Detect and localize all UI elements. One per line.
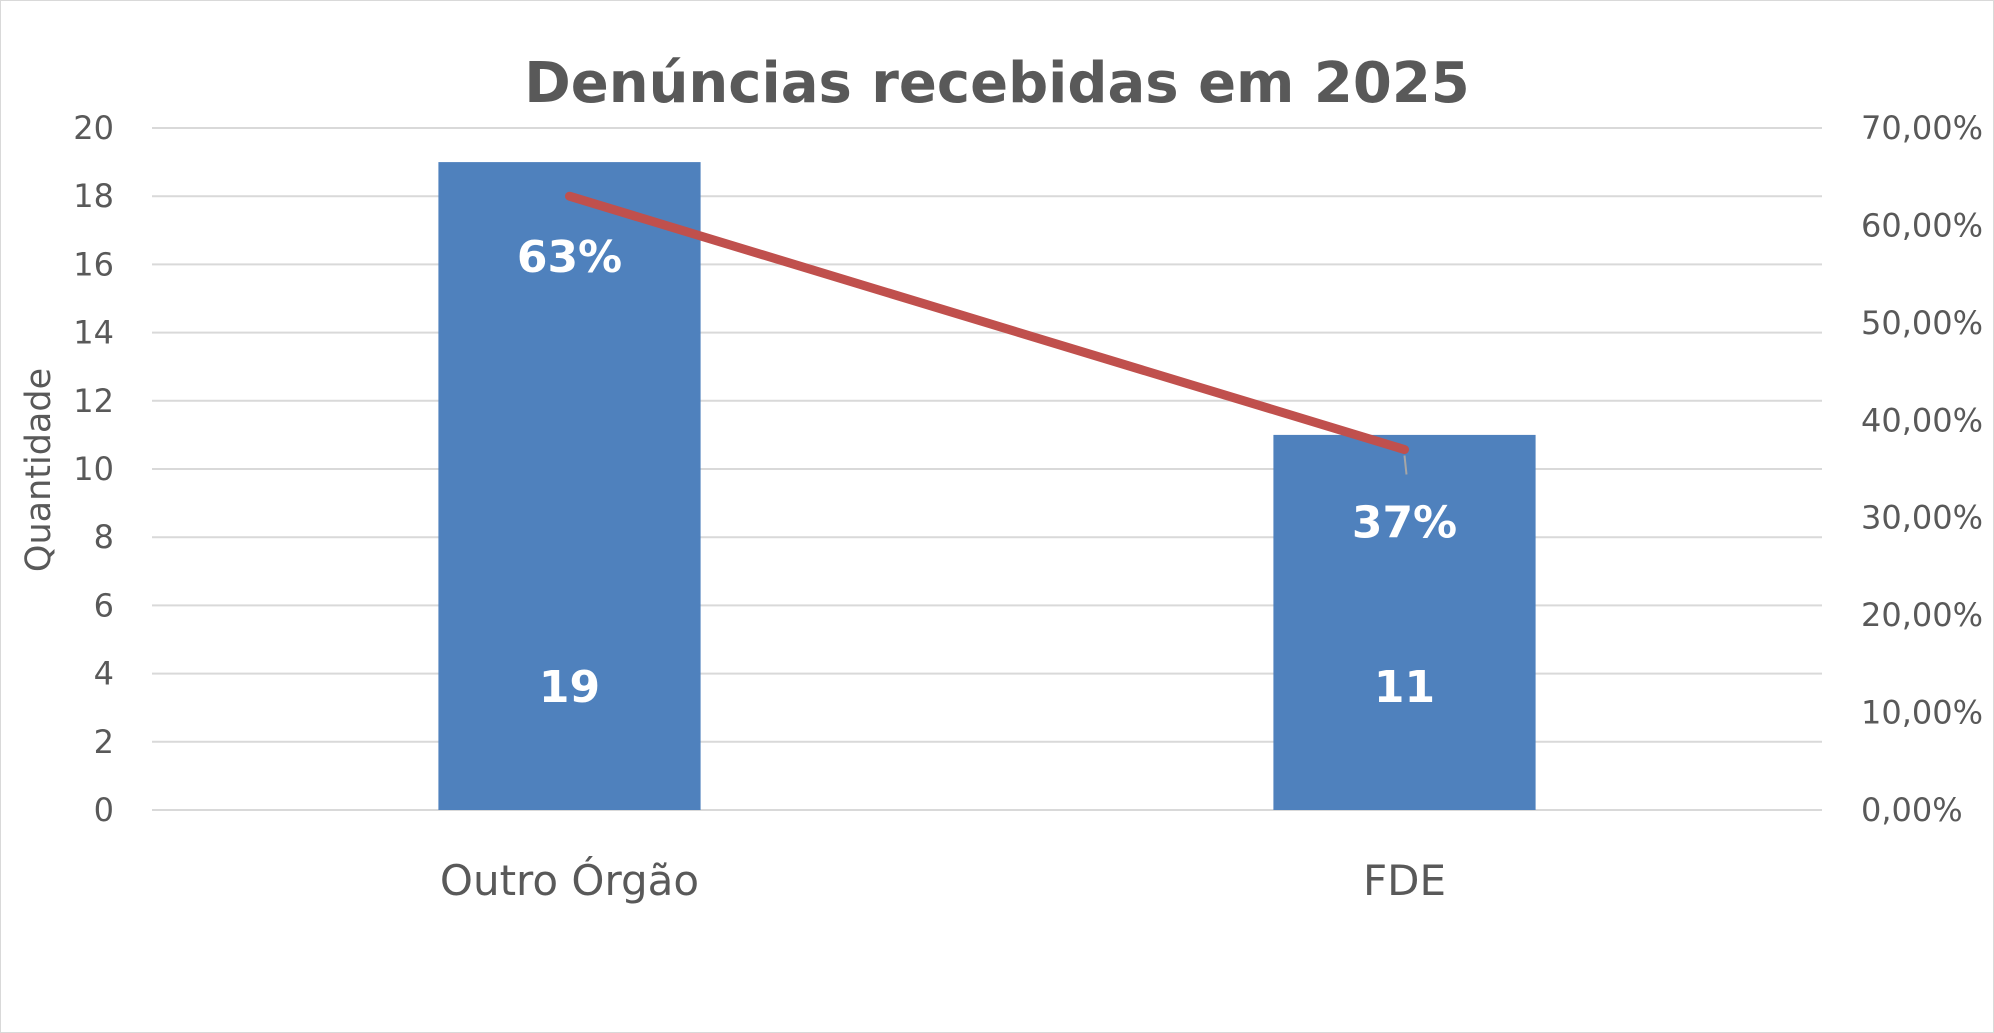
- y2-tick-label: 10,00%: [1861, 694, 1983, 732]
- y-tick-label: 10: [73, 450, 114, 488]
- x-category-label: Outro Órgão: [440, 855, 699, 905]
- line-series: [565, 191, 1409, 455]
- y-tick-label: 16: [73, 245, 114, 283]
- line-value-label: 37%: [1352, 498, 1457, 549]
- y-tick-label: 8: [94, 518, 114, 556]
- bar-value-labels: 19 11: [539, 662, 1435, 713]
- y-tick-label: 14: [73, 314, 114, 352]
- leader-line: [1403, 455, 1408, 475]
- percentage-line: [565, 191, 1409, 455]
- line-value-labels: 63% 37%: [517, 232, 1457, 548]
- line-value-label: 63%: [517, 232, 622, 283]
- bar: [1273, 434, 1536, 810]
- y-axis-ticks: 0 2 4 6 8 10 12 14 16 18 20: [73, 109, 114, 829]
- y2-tick-label: 30,00%: [1861, 499, 1983, 537]
- y2-tick-label: 50,00%: [1861, 304, 1983, 342]
- y-tick-label: 20: [73, 109, 114, 147]
- chart-title: Denúncias recebidas em 2025: [524, 51, 1470, 116]
- y2-tick-label: 60,00%: [1861, 206, 1983, 244]
- y-tick-label: 2: [94, 723, 114, 761]
- bar: [438, 162, 701, 811]
- y-axis-title: Quantidade: [19, 368, 59, 572]
- bar-value-label: 19: [539, 662, 600, 713]
- secondary-y-axis-ticks: 0,00% 10,00% 20,00% 30,00% 40,00% 50,00% 60,00…: [1861, 109, 1983, 829]
- gridlines: [152, 127, 1822, 811]
- y2-tick-label: 0,00%: [1861, 791, 1963, 829]
- y-tick-label: 0: [94, 791, 114, 829]
- y-tick-label: 12: [73, 382, 114, 420]
- y2-tick-label: 20,00%: [1861, 596, 1983, 634]
- x-category-label: FDE: [1363, 856, 1446, 905]
- bar-value-label: 11: [1374, 662, 1435, 713]
- y-tick-label: 4: [94, 655, 114, 693]
- x-axis-categories: Outro Órgão FDE: [440, 855, 1446, 905]
- y2-tick-label: 70,00%: [1861, 109, 1983, 147]
- y2-tick-label: 40,00%: [1861, 401, 1983, 439]
- y-tick-label: 6: [94, 586, 114, 624]
- y-tick-label: 18: [73, 177, 114, 215]
- bars: [438, 162, 1536, 811]
